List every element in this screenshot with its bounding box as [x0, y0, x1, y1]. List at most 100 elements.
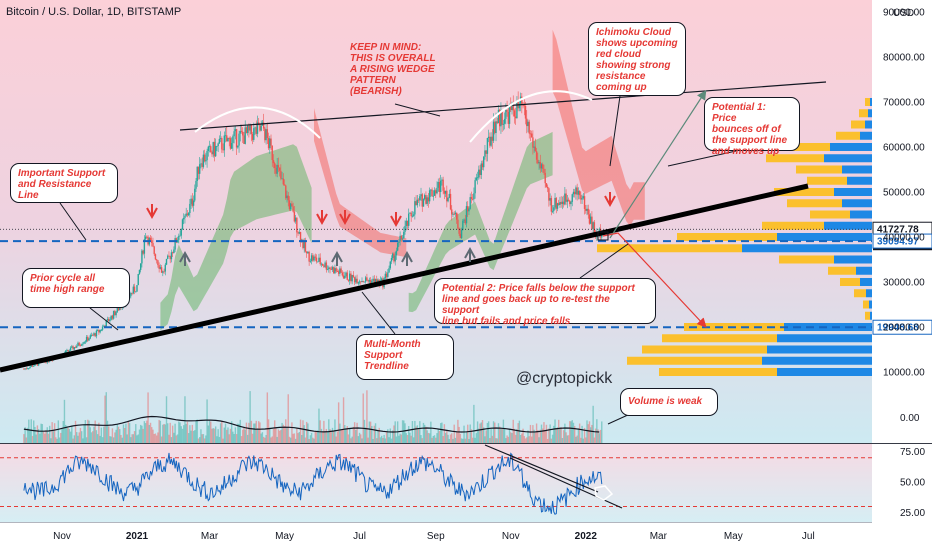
volume-bar	[551, 434, 554, 443]
volume-bar	[267, 419, 270, 443]
volume-bar	[206, 399, 208, 443]
note-multi-month[interactable]: Multi-Month Support Trendline	[356, 334, 454, 380]
volume-ma-line	[23, 415, 600, 433]
volume-bar	[163, 423, 165, 443]
chart-title[interactable]: Bitcoin / U.S. Dollar, 1D, BITSTAMP	[6, 6, 182, 18]
profile-bar-sell	[742, 244, 872, 253]
candle-body	[351, 275, 353, 282]
candle-body	[114, 310, 116, 316]
volume-bar	[131, 434, 133, 443]
volume-bar	[89, 427, 91, 443]
candle-body	[523, 105, 525, 107]
volume-bar	[545, 424, 548, 443]
candle-body	[337, 271, 340, 274]
volume-bar	[411, 421, 414, 443]
volume-bar	[522, 428, 524, 443]
volume-bar	[63, 399, 66, 443]
price-tick-label: 20000.00	[883, 323, 925, 334]
volume-bar	[221, 421, 223, 443]
volume-bar	[111, 428, 114, 443]
candle-body	[235, 129, 238, 148]
candle-body	[387, 272, 389, 277]
volume-bar	[490, 428, 492, 443]
volume-bar	[127, 421, 130, 443]
volume-bar	[489, 438, 491, 443]
candle-body	[567, 199, 570, 201]
candle-body	[446, 190, 448, 202]
volume-bar	[572, 422, 575, 443]
candle-body	[444, 190, 447, 194]
volume-bar	[294, 438, 297, 443]
candle-body	[380, 278, 383, 281]
candle-body	[426, 197, 428, 204]
volume-bar	[158, 419, 160, 443]
volume-bar	[207, 425, 210, 443]
volume-bar	[116, 424, 119, 443]
note-ichimoku[interactable]: Ichimoku Cloud shows upcoming red cloud …	[588, 22, 686, 96]
candle-body	[171, 252, 174, 254]
volume-bar	[342, 397, 345, 443]
profile-bar-buy	[865, 98, 870, 106]
volume-bar	[132, 434, 135, 443]
volume-bar	[483, 427, 485, 443]
candle-body	[377, 279, 379, 283]
volume-bar	[37, 429, 40, 443]
time-axis-background[interactable]	[0, 522, 872, 550]
volume-bar	[304, 437, 307, 443]
volume-bar	[293, 433, 296, 443]
volume-bar	[57, 420, 60, 443]
candle-body	[293, 211, 296, 222]
volume-bar	[261, 432, 264, 443]
volume-bar	[539, 429, 541, 443]
volume-bar	[564, 423, 566, 443]
candle-body	[258, 122, 260, 125]
candle-body	[384, 273, 387, 279]
volume-bar	[481, 420, 484, 443]
volume-bar	[165, 396, 168, 443]
candle-body	[77, 342, 79, 347]
price-axis-background[interactable]	[872, 0, 932, 550]
volume-bar	[90, 432, 93, 443]
candle-body	[199, 164, 201, 174]
level-price-label: 39094.97	[877, 237, 919, 248]
note-prior-cycle[interactable]: Prior cycle all time high range	[22, 268, 130, 308]
candle-body	[352, 275, 355, 278]
volume-bar	[72, 438, 74, 443]
level-price-tag[interactable]	[872, 233, 932, 249]
volume-bar	[80, 431, 83, 443]
candle-body	[320, 263, 323, 265]
volume-bar	[136, 435, 138, 443]
note-potential-1[interactable]: Potential 1: Price bounces off of the su…	[704, 97, 800, 157]
profile-bar-sell	[777, 368, 872, 376]
volume-bar	[74, 420, 77, 443]
candle-body	[242, 131, 244, 136]
volume-bar	[224, 423, 227, 443]
candle-body	[265, 129, 267, 141]
note-rising-wedge[interactable]: KEEP IN MIND: THIS IS OVERALL A RISING W…	[350, 42, 440, 97]
volume-bar	[326, 431, 329, 443]
volume-bar	[388, 437, 390, 443]
volume-bar	[510, 432, 512, 443]
candle-body	[286, 195, 288, 199]
volume-bar	[285, 419, 287, 443]
note-potential-2[interactable]: Potential 2: Price falls below the suppo…	[434, 278, 656, 327]
candle-body	[229, 138, 232, 149]
volume-bar	[453, 424, 455, 443]
volume-bar	[601, 421, 603, 443]
candle-body	[45, 361, 47, 363]
level-price-tag[interactable]	[872, 319, 932, 335]
volume-bar	[149, 422, 152, 443]
bounce-arrow	[609, 89, 707, 239]
volume-bar	[213, 428, 216, 443]
note-volume-weak[interactable]: Volume is weak	[620, 388, 718, 416]
volume-bar	[570, 421, 572, 443]
note-important-support[interactable]: Important Support and Resistance Line	[10, 163, 118, 203]
candle-body	[553, 207, 555, 211]
candle-body	[281, 178, 283, 180]
candle-body	[83, 342, 85, 344]
profile-bar-buy	[597, 244, 742, 253]
profile-bar-buy	[840, 278, 860, 286]
candle-body	[157, 260, 159, 266]
volume-bar	[251, 433, 254, 443]
